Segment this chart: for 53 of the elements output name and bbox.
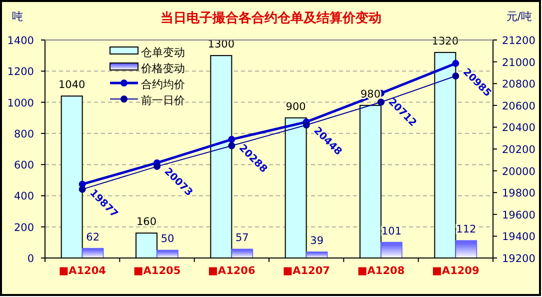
legend-label: 价格变动	[140, 62, 185, 75]
x-tick-label: ■A1207	[282, 265, 330, 277]
data-label: 101	[381, 225, 402, 238]
data-label: 39	[310, 234, 324, 247]
point	[228, 142, 236, 150]
legend-label: 合约均价	[141, 78, 185, 91]
bar	[82, 248, 104, 258]
data-label: 112	[456, 224, 476, 236]
point	[78, 186, 86, 193]
y2-axis-title: 元/吨	[506, 10, 532, 23]
y2-tick-label: 20400	[502, 122, 536, 134]
y2-tick-label: 21000	[502, 56, 536, 69]
y2-tick-label: 21200	[502, 35, 536, 47]
point	[378, 98, 384, 106]
y2-tick-label: 20200	[502, 144, 536, 156]
x-tick-label: ■A1209	[432, 265, 480, 277]
point	[452, 60, 460, 67]
data-label: 50	[160, 233, 174, 246]
x-tick-label: ■A1205	[133, 265, 181, 277]
x-tick-label: ■A1206	[208, 265, 256, 277]
y2-tick-label: 19800	[502, 188, 536, 200]
data-label: 62	[86, 231, 100, 244]
x-tick-label: ■A1204	[58, 265, 106, 277]
y-tick-label: 600	[14, 160, 34, 172]
y-tick-label: 0	[27, 253, 34, 265]
y-tick-label: 1000	[7, 97, 34, 110]
y-tick-label: 1400	[7, 35, 34, 47]
y-tick-label: 200	[14, 222, 34, 234]
legend-label: 前一日价	[141, 94, 185, 107]
y2-tick-label: 20800	[502, 78, 536, 91]
y-tick-label: 1200	[7, 66, 34, 78]
point	[302, 122, 310, 129]
data-label: 160	[136, 216, 157, 228]
y2-tick-label: 20000	[502, 166, 536, 178]
y-tick-label: 400	[14, 190, 34, 203]
y-axis-title: 吨	[12, 10, 23, 23]
point	[228, 136, 236, 143]
chart-title: 当日电子撮合各合约仓单及结算价变动	[160, 10, 382, 26]
legend-label: 仓单变动	[141, 46, 185, 59]
y-tick-label: 800	[14, 128, 34, 140]
data-label: 900	[286, 100, 306, 113]
bar	[231, 248, 254, 258]
x-tick-label: ■A1208	[357, 265, 405, 277]
bar	[455, 240, 478, 258]
y2-tick-label: 19400	[502, 231, 536, 244]
point	[452, 72, 460, 80]
point	[154, 162, 160, 170]
bar	[380, 242, 402, 258]
data-label: 57	[235, 232, 249, 244]
y2-tick-label: 19200	[502, 253, 536, 265]
y2-tick-label: 19600	[502, 209, 536, 222]
data-label: 1040	[58, 79, 86, 92]
y2-tick-label: 20600	[502, 100, 536, 112]
